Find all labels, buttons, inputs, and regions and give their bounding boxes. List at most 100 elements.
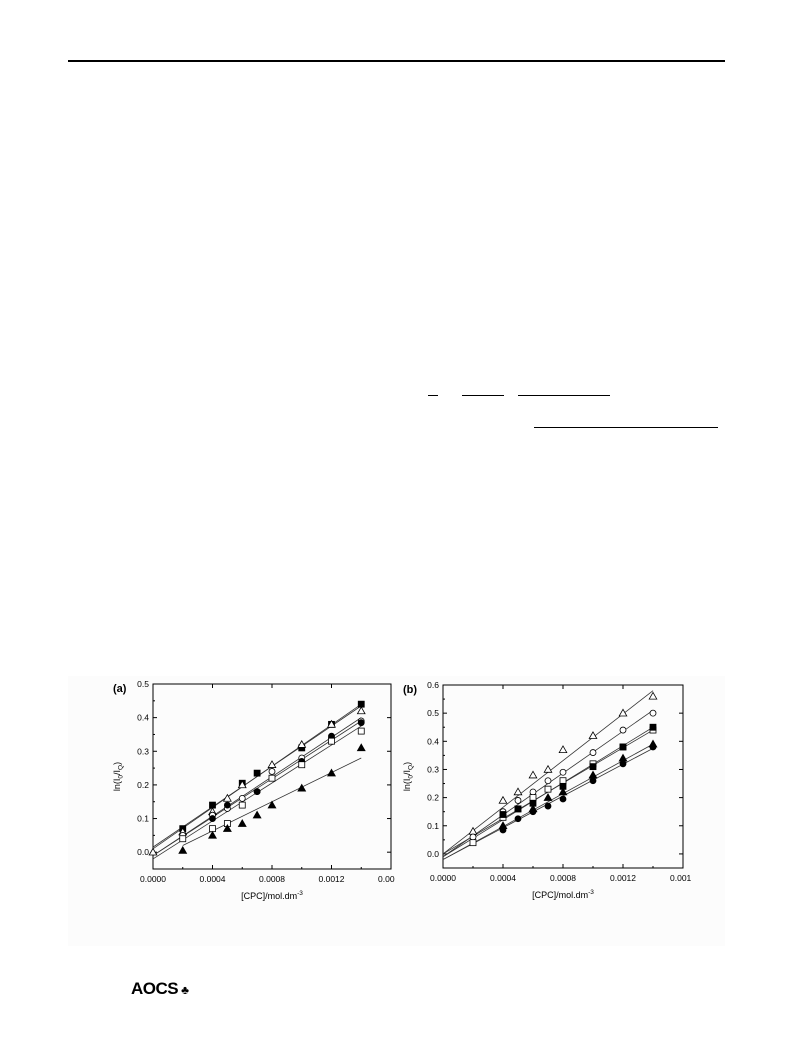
data-point-open-square: [559, 777, 567, 785]
data-point-open-triangle: [267, 760, 277, 768]
data-point-open-square: [469, 839, 477, 847]
data-point-filled-square: [619, 743, 627, 751]
data-point-filled-square: [589, 763, 597, 771]
data-point-open-triangle: [148, 847, 158, 856]
x-tick-label: 0.0012: [319, 874, 345, 884]
logo-text: AOCS: [131, 979, 179, 998]
equation-fraction-bar: [518, 395, 610, 396]
data-point-filled-circle: [223, 801, 231, 809]
y-tick-label: 0.5: [137, 679, 149, 689]
data-point-filled-triangle: [588, 770, 598, 779]
equation-fraction-bar: [462, 395, 504, 396]
data-point-open-circle: [238, 794, 246, 802]
data-point-open-triangle: [297, 739, 307, 748]
data-point-open-triangle: [327, 719, 336, 728]
y-tick-label: 0.3: [427, 764, 439, 774]
y-tick-label: 0.1: [427, 821, 439, 831]
data-point-filled-circle: [357, 719, 365, 727]
data-point-filled-circle: [589, 777, 597, 785]
figure-panel: [68, 676, 725, 946]
data-point-filled-square: [253, 769, 261, 777]
data-point-open-circle: [268, 768, 276, 775]
data-point-open-circle: [589, 749, 597, 756]
data-point-open-square: [268, 774, 276, 782]
data-point-filled-triangle: [543, 793, 553, 801]
x-tick-label: 0.0000: [140, 874, 166, 884]
data-point-open-square: [298, 761, 306, 769]
data-point-open-triangle: [513, 787, 523, 796]
data-point-open-square: [209, 825, 216, 833]
trefoil-icon: ♣: [181, 983, 189, 997]
y-tick-label: 0.0: [427, 849, 439, 859]
x-tick-label: 0.0008: [550, 873, 576, 883]
data-point-filled-triangle: [237, 818, 247, 827]
data-point-open-square: [238, 801, 246, 809]
fit-line: [152, 717, 362, 856]
panel-label: (b): [403, 684, 417, 696]
y-tick-label: 0.4: [427, 736, 439, 746]
x-tick-label: 0.0012: [610, 873, 636, 883]
data-point-filled-triangle: [222, 824, 232, 832]
x-tick-label: 0.0004: [200, 874, 226, 884]
data-point-open-circle: [514, 797, 522, 804]
x-tick-label: 0.0016: [378, 874, 395, 884]
panel-label: (a): [113, 683, 127, 695]
data-point-open-circle: [529, 788, 537, 796]
data-point-filled-circle: [499, 826, 507, 834]
y-tick-label: 0.6: [427, 680, 439, 690]
x-axis-label: [CPC]/mol.dm-3: [532, 889, 594, 900]
chart-a: 0.0000 0.0004 0.0008 0.0012 0.0016 0.0 0.1 0.2 0…: [112, 679, 395, 901]
data-point-open-circle: [559, 768, 567, 776]
data-point-filled-square: [514, 805, 522, 813]
data-point-open-triangle: [618, 708, 628, 717]
data-point-open-square: [328, 737, 335, 745]
equation-fraction-bar: [534, 427, 718, 428]
data-point-filled-triangle: [178, 845, 188, 854]
data-point-filled-square: [649, 723, 657, 731]
x-tick-label: 0.0008: [259, 874, 285, 884]
data-point-filled-triangle: [208, 830, 217, 839]
y-tick-label: 0.0: [137, 847, 149, 857]
y-tick-label: 0.1: [137, 814, 149, 824]
data-point-open-circle: [544, 777, 552, 785]
x-axis-label: [CPC]/mol.dm-3: [241, 890, 303, 901]
data-point-open-square: [544, 785, 552, 793]
data-point-filled-square: [357, 700, 365, 708]
data-point-filled-triangle: [356, 743, 366, 752]
data-point-open-square: [529, 794, 537, 802]
data-point-open-triangle: [528, 770, 538, 779]
data-point-filled-triangle: [267, 800, 277, 809]
data-point-open-square: [179, 835, 187, 843]
y-tick-label: 0.2: [137, 780, 149, 790]
equation-fraction-bar: [428, 395, 438, 396]
data-point-filled-circle: [514, 815, 522, 823]
data-point-open-triangle: [558, 745, 568, 754]
y-axis-label: ln(I0/IQ): [112, 762, 125, 791]
aocs-logo: AOCS ♣: [131, 979, 189, 999]
data-point-filled-square: [209, 801, 216, 809]
data-point-filled-square: [499, 811, 507, 818]
y-axis-label: ln(I0/IQ): [402, 762, 415, 791]
data-point-filled-circle: [619, 760, 627, 768]
x-tick-label: 0.0004: [490, 873, 516, 883]
data-point-open-triangle: [498, 795, 508, 804]
data-point-filled-circle: [209, 815, 216, 822]
data-point-open-triangle: [648, 691, 658, 700]
fit-line: [442, 743, 654, 860]
data-point-filled-circle: [529, 808, 537, 816]
data-point-open-circle: [619, 726, 627, 734]
y-tick-label: 0.2: [427, 793, 439, 803]
data-point-open-circle: [469, 833, 477, 841]
data-point-filled-circle: [544, 802, 552, 810]
data-point-open-triangle: [543, 764, 553, 773]
chart-b: 0.0000 0.0004 0.0008 0.0012 0.0016 0.0 0.1 0.2 0…: [402, 680, 691, 900]
data-point-filled-circle: [559, 795, 567, 803]
data-point-filled-triangle: [252, 810, 262, 819]
data-point-filled-circle: [649, 743, 657, 751]
y-tick-label: 0.4: [137, 713, 149, 723]
data-point-open-triangle: [222, 793, 232, 802]
data-point-filled-triangle: [327, 768, 336, 777]
data-point-open-circle: [649, 709, 657, 717]
x-tick-label: 0.0016: [670, 873, 691, 883]
data-point-open-triangle: [237, 780, 247, 789]
